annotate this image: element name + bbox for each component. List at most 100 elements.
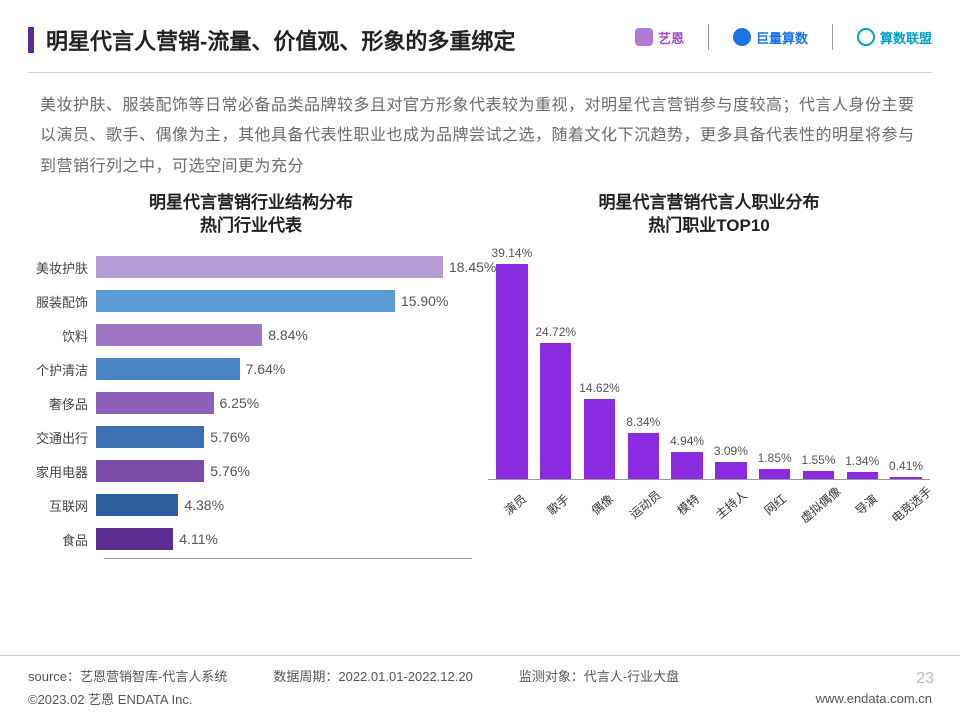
hbar-fill <box>96 392 214 414</box>
hbar-value: 7.64% <box>240 358 286 380</box>
body-paragraph: 美妆护肤、服装配饰等日常必备品类品牌较多且对官方形象代表较为重视，对明星代言营销… <box>0 73 960 186</box>
hbar-fill <box>96 256 443 278</box>
hbar-value: 4.38% <box>178 494 224 516</box>
sslm-icon <box>857 28 875 46</box>
vbar-label: 电竞选手 <box>888 483 936 527</box>
hbar-value: 8.84% <box>262 324 308 346</box>
vbar-label: 导演 <box>844 484 888 525</box>
vbar-body: 39.14%24.72%14.62%8.34%4.94%3.09%1.85%1.… <box>488 250 930 550</box>
vbar-value: 8.34% <box>626 415 660 429</box>
hbar-label: 奢侈品 <box>30 394 96 413</box>
vbar-label: 偶像 <box>580 484 624 525</box>
vbar-value: 14.62% <box>579 381 620 395</box>
hbar-label: 交通出行 <box>30 428 96 447</box>
hbar-row: 互联网 4.38% <box>30 488 472 522</box>
hbar-value: 6.25% <box>214 392 260 414</box>
logo-jlss: 巨量算数 <box>733 28 808 47</box>
vbar-label: 运动员 <box>623 484 667 525</box>
hbar-track: 18.45% <box>96 256 472 278</box>
logo-sslm-text: 算数联盟 <box>880 28 932 47</box>
vbar-value: 1.85% <box>758 451 792 465</box>
hbar-label: 饮料 <box>30 326 96 345</box>
vbar-label: 歌手 <box>536 484 580 525</box>
hbar-track: 4.38% <box>96 494 472 516</box>
vbar-fill <box>584 399 616 479</box>
hbar-row: 个护清洁 7.64% <box>30 352 472 386</box>
logo-jlss-text: 巨量算数 <box>756 28 808 47</box>
vbar-col: 14.62% <box>578 381 622 479</box>
hbar-label: 服装配饰 <box>30 292 96 311</box>
vbar-fill <box>540 343 572 479</box>
hbar-label: 食品 <box>30 530 96 549</box>
charts-row: 明星代言营销行业结构分布 热门行业代表 美妆护肤18.45% 服装配饰 15.90%… <box>0 186 960 559</box>
logo-divider-2 <box>832 24 833 50</box>
vbar-label: 网红 <box>753 484 797 525</box>
vbar-value: 3.09% <box>714 444 748 458</box>
vbar-col: 24.72% <box>534 325 578 479</box>
hbar-row: 美妆护肤18.45% <box>30 250 472 284</box>
hbar-row: 交通出行5.76% <box>30 420 472 454</box>
footer-meta-row: source：艺恩营销智库-代言人系统 数据周期：2022.01.01-2022… <box>28 666 932 685</box>
hbar-value: 4.11% <box>173 528 218 550</box>
hbar-row: 食品 4.11% <box>30 522 472 556</box>
hbar-row: 饮料 8.84% <box>30 318 472 352</box>
vbar-col: 1.55% <box>797 453 841 480</box>
vbar-value: 39.14% <box>492 246 533 260</box>
hbar-label: 互联网 <box>30 496 96 515</box>
vbar-fill <box>890 477 922 479</box>
vbar-label: 虚拟偶像 <box>796 483 844 527</box>
hbar-row: 家用电器5.76% <box>30 454 472 488</box>
hbar-track: 8.84% <box>96 324 472 346</box>
hbar-fill <box>96 494 178 516</box>
footer-site: www.endata.com.cn <box>816 691 932 706</box>
endata-icon <box>635 28 653 46</box>
vbar-fill <box>496 264 528 479</box>
hbar-value: 15.90% <box>395 290 448 312</box>
hbar-label: 个护清洁 <box>30 360 96 379</box>
vbar-fill <box>803 471 835 480</box>
vbar-bars: 39.14%24.72%14.62%8.34%4.94%3.09%1.85%1.… <box>488 250 930 480</box>
logo-endata: 艺恩 <box>635 28 684 47</box>
hbar-fill <box>96 358 240 380</box>
hbar-track: 5.76% <box>96 460 472 482</box>
logo-endata-text: 艺恩 <box>658 28 684 47</box>
vbar-value: 24.72% <box>535 325 576 339</box>
vbar-value: 1.55% <box>801 453 835 467</box>
footer-scope: 监测对象：代言人-行业大盘 <box>519 666 679 685</box>
hbar-track: 4.11% <box>96 528 472 550</box>
hbar-x-axis <box>104 558 472 559</box>
footer-period: 数据周期：2022.01.01-2022.12.20 <box>273 666 472 685</box>
hbar-value: 5.76% <box>204 460 250 482</box>
hbar-fill <box>96 528 173 550</box>
vbar-col: 8.34% <box>621 415 665 479</box>
vbar-fill <box>847 472 879 479</box>
hbar-fill <box>96 324 262 346</box>
hbar-fill <box>96 426 204 448</box>
vbar-value: 4.94% <box>670 434 704 448</box>
vbar-col: 1.85% <box>753 451 797 479</box>
hbar-track: 5.76% <box>96 426 472 448</box>
hbar-fill <box>96 290 395 312</box>
vbar-col: 0.41% <box>884 459 928 479</box>
footer-bottom-row: ©2023.02 艺恩 ENDATA Inc. www.endata.com.c… <box>28 689 932 708</box>
hbar-title: 明星代言营销行业结构分布 热门行业代表 <box>30 192 472 238</box>
vbar-fill <box>671 452 703 479</box>
vbar-title: 明星代言营销代言人职业分布 热门职业TOP10 <box>488 192 930 238</box>
footer-copyright: ©2023.02 艺恩 ENDATA Inc. <box>28 689 192 708</box>
hbar-track: 15.90% <box>96 290 472 312</box>
logo-group: 艺恩 巨量算数 算数联盟 <box>635 24 932 50</box>
vbar-col: 39.14% <box>490 246 534 479</box>
title-accent-bar <box>28 27 34 53</box>
jlss-icon <box>733 28 751 46</box>
footer-source: source：艺恩营销智库-代言人系统 <box>28 666 227 685</box>
vbar-value: 0.41% <box>889 459 923 473</box>
vbar-label: 演员 <box>493 484 537 525</box>
vbar-chart: 明星代言营销代言人职业分布 热门职业TOP10 39.14% 24.72% 14.6… <box>488 192 930 559</box>
hbar-row: 奢侈品 6.25% <box>30 386 472 420</box>
hbar-fill <box>96 460 204 482</box>
footer: source：艺恩营销智库-代言人系统 数据周期：2022.01.01-2022… <box>0 655 960 720</box>
hbar-row: 服装配饰 15.90% <box>30 284 472 318</box>
logo-sslm: 算数联盟 <box>857 28 932 47</box>
vbar-value: 1.34% <box>845 454 879 468</box>
hbar-chart: 明星代言营销行业结构分布 热门行业代表 美妆护肤18.45% 服装配饰 15.90%… <box>30 192 472 559</box>
